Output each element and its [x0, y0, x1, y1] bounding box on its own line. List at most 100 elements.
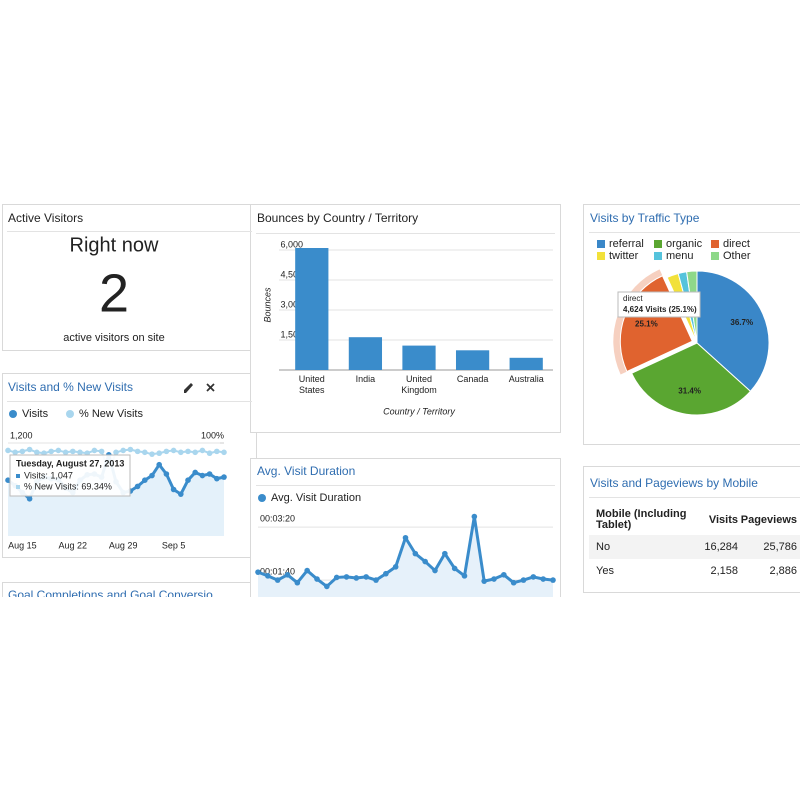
tooltip-label: direct [623, 294, 643, 303]
data-point [295, 580, 301, 586]
legend-swatch [597, 240, 605, 248]
x-axis-label: Country / Territory [383, 406, 455, 416]
data-point [344, 574, 350, 580]
widget-title: Goal Completions and Goal Conversio [8, 588, 213, 602]
data-point [511, 580, 517, 586]
data-point [255, 569, 261, 575]
y-axis-label: Bounces [262, 287, 272, 323]
data-point [27, 496, 33, 502]
data-point [550, 577, 556, 583]
data-point [521, 577, 527, 583]
table-header: Visits [709, 514, 738, 526]
legend-swatch [654, 240, 662, 248]
data-point [92, 448, 98, 454]
legend-swatch [66, 410, 74, 418]
active-count: 2 [99, 263, 129, 323]
data-point [56, 448, 62, 454]
data-point [200, 473, 206, 479]
data-point [214, 476, 220, 482]
legend-label: % New Visits [79, 408, 143, 420]
legend-label: Other [723, 250, 751, 262]
slice-label: 31.4% [678, 387, 701, 396]
data-point [12, 450, 18, 456]
legend-label: Avg. Visit Duration [271, 492, 361, 504]
data-point [304, 568, 310, 574]
data-point [156, 462, 162, 468]
data-point [413, 551, 419, 557]
slice-label: 36.7% [730, 318, 753, 327]
data-point [192, 470, 198, 476]
data-point [393, 564, 399, 570]
table-cell: 2,886 [769, 565, 797, 577]
data-point [185, 477, 191, 483]
tooltip-date: Tuesday, August 27, 2013 [16, 458, 124, 468]
data-point [185, 449, 191, 455]
caption: active visitors on site [63, 332, 164, 344]
data-point [156, 450, 162, 456]
data-point [403, 535, 409, 541]
data-point [207, 471, 213, 477]
tooltip-visits: Visits: 1,047 [24, 470, 73, 480]
data-point [334, 575, 340, 581]
widgets: Active Visitors Right now 2 active visit… [3, 205, 800, 634]
data-point [27, 447, 33, 453]
legend-label: menu [666, 250, 694, 262]
data-point [99, 449, 105, 455]
data-point [120, 448, 126, 454]
tooltip-text: 4,624 Visits (25.1%) [623, 305, 697, 314]
data-point [285, 572, 291, 578]
widget-title: Bounces by Country / Territory [257, 211, 418, 225]
data-point [149, 451, 155, 457]
legend-swatch [711, 252, 719, 260]
data-point [472, 514, 478, 520]
data-point [128, 447, 134, 453]
data-point [501, 572, 507, 578]
data-point [178, 491, 184, 497]
legend-label: direct [723, 238, 750, 250]
legend-swatch [654, 252, 662, 260]
legend-swatch [711, 240, 719, 248]
data-point [354, 575, 360, 581]
data-point [142, 477, 148, 483]
data-point [373, 577, 379, 583]
data-point [171, 448, 177, 454]
table-cell: 2,158 [710, 565, 738, 577]
y-tick-label: 1,200 [10, 430, 33, 440]
slice-label: 25.1% [635, 319, 658, 328]
data-point [70, 449, 76, 455]
data-point [34, 450, 40, 456]
data-point [149, 473, 155, 479]
data-point [192, 450, 198, 456]
data-point [481, 578, 487, 584]
data-point [178, 450, 184, 456]
data-point [135, 449, 141, 455]
bar [402, 346, 435, 370]
widget-title: Active Visitors [8, 211, 83, 225]
x-tick-label: Sep 5 [162, 540, 186, 550]
y-tick-label: 6,000 [280, 239, 303, 249]
tooltip-swatch [16, 474, 20, 478]
data-point [265, 573, 271, 579]
data-point [221, 450, 227, 456]
bar [295, 248, 328, 370]
legend-label: referral [609, 238, 644, 250]
x-tick-label: Aug 22 [59, 540, 88, 550]
data-point [531, 574, 537, 580]
y-tick-label: 00:03:20 [260, 514, 295, 524]
legend-label: twitter [609, 250, 639, 262]
legend-label: organic [666, 238, 703, 250]
table-cell: No [596, 541, 610, 553]
data-point [207, 450, 213, 456]
x-tick-label: Aug 29 [109, 540, 138, 550]
data-point [432, 568, 438, 574]
table-cell: 25,786 [763, 541, 797, 553]
data-point [540, 576, 546, 582]
y2-tick-label: 100% [201, 430, 224, 440]
x-tick-label: Canada [457, 374, 489, 384]
table-header: Pageviews [741, 514, 797, 526]
legend-label: Visits [22, 408, 49, 420]
data-point [164, 471, 170, 477]
data-point [48, 449, 54, 455]
